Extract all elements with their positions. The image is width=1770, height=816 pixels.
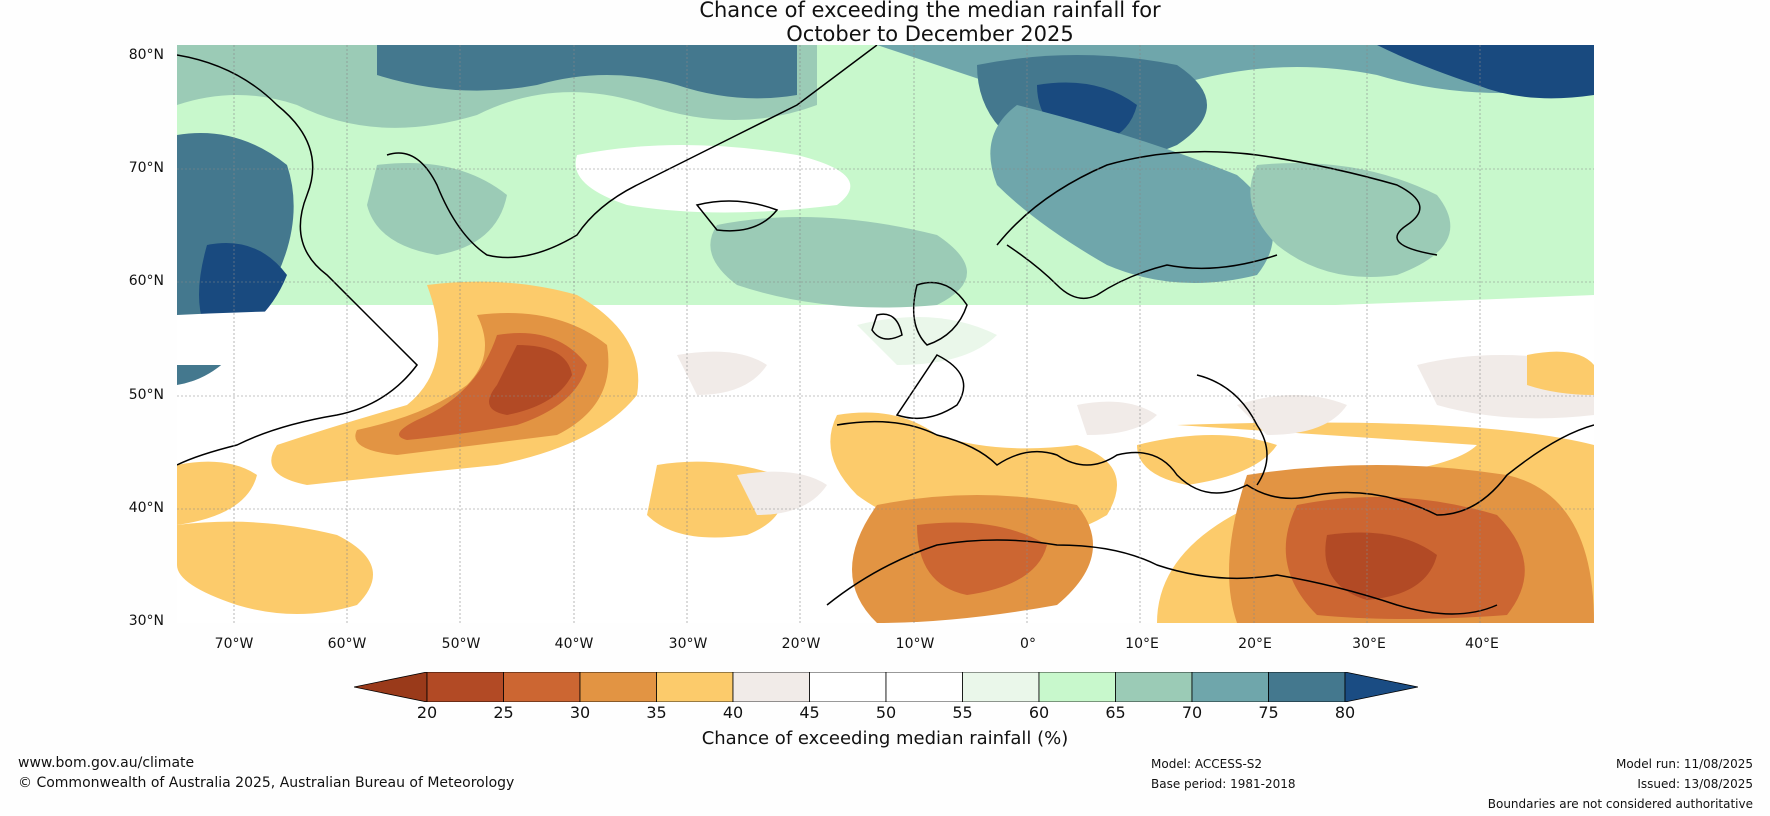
lon-label: 10°E (1125, 636, 1159, 652)
title-line-2: October to December 2025 (786, 22, 1074, 46)
colorbar-segment (809, 672, 887, 702)
lat-label: 50°N (128, 387, 164, 403)
model-run-date: Model run: 11/08/2025 (1615, 757, 1753, 771)
colorbar-tick-label: 60 (1028, 703, 1050, 722)
lon-label: 20°E (1238, 636, 1272, 652)
title-line-1: Chance of exceeding the median rainfall … (699, 0, 1161, 22)
colorbar-tick-label: 65 (1105, 703, 1126, 722)
base-period: Base period: 1981-2018 (1151, 777, 1296, 791)
map-title: Chance of exceeding the median rainfall … (0, 0, 1770, 46)
lon-label: 60°W (327, 636, 367, 652)
colorbar-tick-label: 80 (1334, 703, 1356, 722)
coastlines (177, 45, 1594, 615)
colorbar-segment (579, 672, 657, 702)
boundary-disclaimer: Boundaries are not considered authoritat… (1487, 797, 1753, 811)
bom-url: www.bom.gov.au/climate (18, 755, 195, 771)
colorbar-segment (885, 672, 963, 702)
lon-label: 40°E (1465, 636, 1499, 652)
lon-label: 10°W (895, 636, 935, 652)
colorbar-label: Chance of exceeding median rainfall (%) (701, 728, 1069, 749)
colorbar-tick-label: 35 (646, 703, 667, 722)
lat-label: 70°N (128, 160, 164, 176)
colorbar-tick-label: 25 (493, 703, 514, 722)
colorbar-tick-label: 75 (1258, 703, 1279, 722)
lat-label: 30°N (128, 613, 164, 629)
colorbar-tick-label: 20 (416, 703, 438, 722)
rainfall-map (177, 45, 1594, 623)
colorbar-extend-low (354, 672, 428, 702)
colorbar (354, 672, 1418, 702)
issued-date: Issued: 13/08/2025 (1637, 777, 1753, 791)
map-grid (177, 45, 1594, 623)
lon-label: 0° (1020, 636, 1036, 652)
colorbar-segment (656, 672, 734, 702)
lat-label: 40°N (128, 500, 164, 516)
wet-regions (177, 45, 1594, 385)
colorbar-tick-label: 30 (569, 703, 591, 722)
colorbar-segment (1268, 672, 1346, 702)
lat-label: 80°N (128, 47, 164, 63)
colorbar-tick-label: 50 (875, 703, 897, 722)
map-canvas (177, 45, 1594, 623)
colorbar-extend-high (1344, 672, 1418, 702)
colorbar-tick-label: 70 (1181, 703, 1203, 722)
colorbar-segments (354, 672, 1418, 702)
colorbar-tick-label: 40 (722, 703, 744, 722)
colorbar-tick-label: 55 (952, 703, 973, 722)
lat-label: 60°N (128, 273, 164, 289)
lon-label: 20°W (781, 636, 821, 652)
colorbar-segment (732, 672, 810, 702)
colorbar-segment (962, 672, 1040, 702)
colorbar-segment (1191, 672, 1269, 702)
lon-label: 70°W (214, 636, 254, 652)
copyright-text: © Commonwealth of Australia 2025, Austra… (18, 775, 515, 791)
colorbar-segment (1038, 672, 1116, 702)
colorbar-segment (503, 672, 581, 702)
neutral-regions (677, 351, 1157, 515)
lon-label: 30°E (1352, 636, 1386, 652)
colorbar-tick-label: 45 (799, 703, 820, 722)
lon-label: 30°W (668, 636, 708, 652)
lon-label: 50°W (441, 636, 481, 652)
colorbar-segment (1115, 672, 1193, 702)
colorbar-segment (426, 672, 504, 702)
lon-label: 40°W (554, 636, 594, 652)
model-name: Model: ACCESS-S2 (1151, 757, 1263, 771)
